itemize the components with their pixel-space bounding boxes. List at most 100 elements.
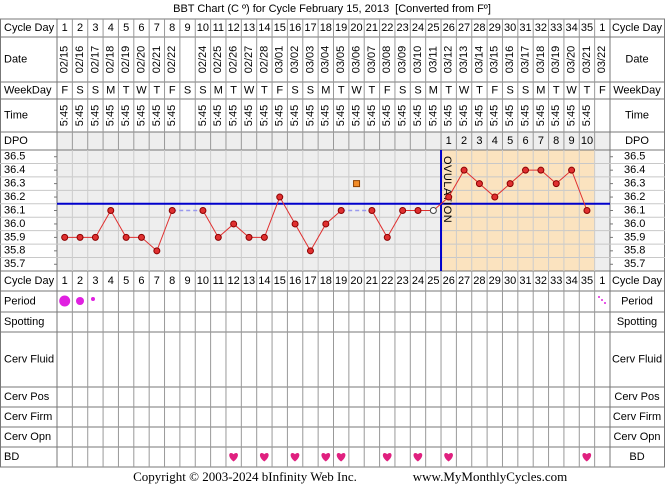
period-medium <box>76 297 84 305</box>
cycle-day: 22 <box>381 275 393 287</box>
cycle-day: 3 <box>92 275 98 287</box>
dpo: 2 <box>461 135 467 147</box>
temp-point <box>445 193 453 201</box>
time: 5:45 <box>550 105 562 126</box>
time: 5:45 <box>350 105 362 126</box>
y-tick-label: 35.9 <box>624 231 645 243</box>
cycle-day: 16 <box>289 22 301 34</box>
ovulation-label: OVULATION <box>441 156 453 223</box>
cycle-day: 1 <box>62 275 68 287</box>
dpo: 3 <box>476 135 482 147</box>
cycle-day: 19 <box>335 275 347 287</box>
date: 02/28 <box>258 46 270 74</box>
weekday: F <box>384 84 391 96</box>
website-link[interactable]: www.MyMonthlyCycles.com <box>413 469 567 484</box>
date: 03/09 <box>397 46 409 74</box>
temp-point <box>153 247 161 255</box>
row-label: Cycle Day <box>612 275 663 287</box>
cycle-day: 17 <box>304 275 316 287</box>
time: 5:45 <box>59 105 71 126</box>
weekday: W <box>459 84 470 96</box>
y-tick-label: 35.7 <box>624 258 645 270</box>
date: 03/19 <box>550 46 562 74</box>
weekday: S <box>414 84 421 96</box>
date: 03/13 <box>458 46 470 74</box>
cycle-day: 23 <box>397 22 409 34</box>
date: 03/01 <box>274 46 286 74</box>
row-label: Cerv Pos <box>4 391 50 403</box>
cycle-day: 15 <box>274 22 286 34</box>
weekday: M <box>321 84 330 96</box>
temp-point <box>322 220 330 228</box>
weekday: S <box>399 84 406 96</box>
cycle-day: 9 <box>185 275 191 287</box>
temp-point <box>460 166 468 174</box>
date: 03/17 <box>519 46 531 74</box>
temp-point <box>475 180 483 188</box>
period-spot <box>601 299 603 301</box>
time: 5:45 <box>427 105 439 126</box>
weekday: S <box>199 84 206 96</box>
cycle-day: 21 <box>366 22 378 34</box>
cycle-day: 17 <box>304 22 316 34</box>
weekday: T <box>445 84 452 96</box>
cycle-day: 12 <box>228 275 240 287</box>
cycle-day: 18 <box>320 275 332 287</box>
time: 5:45 <box>581 105 593 126</box>
time: 5:45 <box>289 105 301 126</box>
weekday: M <box>214 84 223 96</box>
dpo: 4 <box>492 135 498 147</box>
date: 02/15 <box>59 46 71 74</box>
date: 03/04 <box>320 46 332 74</box>
row-label: Period <box>621 295 653 307</box>
weekday: T <box>123 84 130 96</box>
temp-point <box>368 207 376 214</box>
time: 5:45 <box>504 105 516 126</box>
copyright: Copyright © 2003-2024 bInfinity Web Inc. <box>133 469 357 484</box>
row-label: Date <box>4 53 27 65</box>
temp-point <box>230 220 238 228</box>
period-icons <box>59 295 606 307</box>
time: 5:45 <box>320 105 332 126</box>
cycle-day: 3 <box>92 22 98 34</box>
cycle-day: 16 <box>289 275 301 287</box>
row-label: Cerv Firm <box>613 411 661 423</box>
row-label: Cerv Fluid <box>612 353 662 365</box>
weekday: T <box>153 84 160 96</box>
row-label: Cycle Day <box>612 22 663 34</box>
cycle-day: 34 <box>565 22 577 34</box>
date: 03/18 <box>535 46 547 74</box>
date: 02/17 <box>89 46 101 74</box>
weekday: M <box>429 84 438 96</box>
date: 03/20 <box>566 46 578 74</box>
y-tick-label: 36.2 <box>4 191 25 203</box>
cycle-day: 26 <box>443 275 455 287</box>
time: 5:45 <box>243 105 255 126</box>
date: 02/18 <box>105 46 117 74</box>
weekday: T <box>230 84 237 96</box>
cycle-day: 12 <box>228 22 240 34</box>
row-label: Spotting <box>4 316 44 328</box>
cycle-day: 21 <box>366 275 378 287</box>
bd-heart <box>229 453 238 462</box>
time: 5:45 <box>89 105 101 126</box>
weekday: S <box>291 84 298 96</box>
row-label: BD <box>4 451 19 463</box>
date: 02/26 <box>228 46 240 74</box>
date: 03/12 <box>443 46 455 74</box>
temp-point <box>399 207 407 214</box>
date: 03/21 <box>581 46 593 74</box>
weekday: F <box>599 84 606 96</box>
row-label: Cycle Day <box>4 22 55 34</box>
temp-point <box>552 180 560 188</box>
temp-point <box>522 166 530 174</box>
cycle-day: 8 <box>169 22 175 34</box>
time: 5:45 <box>535 105 547 126</box>
background <box>0 18 665 468</box>
weekday: T <box>261 84 268 96</box>
date: 03/06 <box>350 46 362 74</box>
temp-point <box>306 247 314 255</box>
dpo: 1 <box>446 135 452 147</box>
row-label: WeekDay <box>4 84 52 96</box>
bd-heart <box>321 453 331 462</box>
